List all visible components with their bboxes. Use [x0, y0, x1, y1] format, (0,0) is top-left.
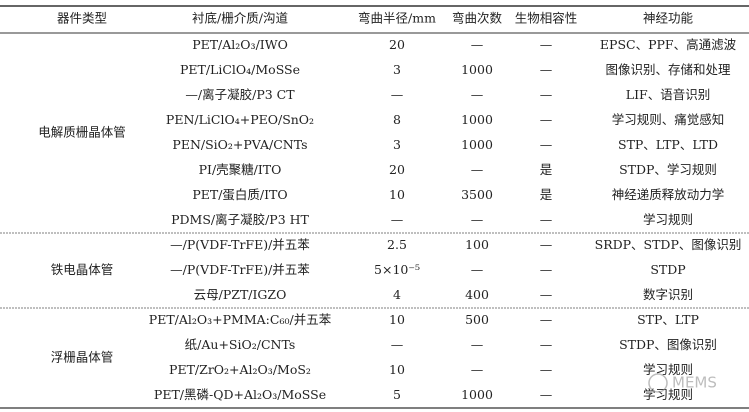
watermark-text: MEMS: [672, 374, 717, 392]
cell: 是: [540, 187, 553, 202]
cell: 神经递质释放动力学: [612, 187, 725, 202]
cell: 学习规则、痛觉感知: [612, 112, 725, 127]
cell: 4: [393, 287, 401, 302]
header-cell: 生物相容性: [515, 11, 578, 26]
cell: —: [471, 262, 484, 277]
cell: PET/LiClO₄/MoSSe: [180, 62, 300, 77]
cell: —/P(VDF-TrFE)/并五苯: [170, 237, 310, 252]
header-cell: 神经功能: [643, 11, 694, 26]
cell: PET/ZrO₂+Al₂O₃/MoS₂: [169, 362, 311, 377]
cell: 3: [393, 137, 401, 152]
cell: —/离子凝胶/P3 CT: [185, 87, 295, 102]
cell: —/P(VDF-TrFE)/并五苯: [170, 262, 310, 277]
cell: 云母/PZT/IGZO: [194, 287, 287, 302]
watermark-icon: [648, 373, 668, 393]
watermark: MEMS: [648, 373, 717, 393]
cell: 400: [465, 287, 489, 302]
cell: —: [471, 212, 484, 227]
cell: —: [540, 212, 553, 227]
device-type: 铁电晶体管: [51, 262, 114, 277]
cell: 学习规则: [643, 387, 693, 402]
cell: 3500: [461, 187, 493, 202]
cell: PET/Al₂O₃/IWO: [192, 37, 288, 52]
cell: —: [540, 137, 553, 152]
cell: —: [540, 62, 553, 77]
cell: STDP、图像识别: [619, 337, 717, 352]
cell: —: [540, 337, 553, 352]
cell: 1000: [461, 137, 493, 152]
cell: STP、LTP、LTD: [618, 137, 718, 152]
cell: 数字识别: [643, 287, 693, 302]
cell: PEN/LiClO₄+PEO/SnO₂: [166, 112, 314, 127]
cell: SRDP、STDP、图像识别: [595, 237, 742, 252]
cell: —: [471, 362, 484, 377]
cell: 10: [389, 187, 405, 202]
cell: PDMS/离子凝胶/P3 HT: [171, 212, 309, 227]
cell: 1000: [461, 62, 493, 77]
cell: 8: [393, 112, 401, 127]
cell: PEN/SiO₂+PVA/CNTs: [172, 137, 307, 152]
cell: 20: [389, 162, 405, 177]
cell: —: [540, 237, 553, 252]
cell: —: [540, 37, 553, 52]
cell: —: [540, 112, 553, 127]
cell: —: [540, 262, 553, 277]
cell: 图像识别、存储和处理: [605, 62, 731, 77]
cell: 2.5: [387, 237, 407, 252]
header-cell: 弯曲次数: [452, 11, 503, 26]
cell: 5×10⁻⁵: [374, 262, 420, 277]
cell: PET/Al₂O₃+PMMA:C₆₀/并五苯: [149, 312, 332, 327]
cell: 10: [389, 362, 405, 377]
cell: —: [540, 287, 553, 302]
cell: PET/蛋白质/ITO: [192, 187, 287, 202]
cell: 10: [389, 312, 405, 327]
cell: 500: [465, 312, 489, 327]
cell: 纸/Au+SiO₂/CNTs: [185, 337, 296, 352]
header-cell: 器件类型: [57, 11, 107, 26]
cell: —: [471, 37, 484, 52]
cell: STDP: [650, 262, 685, 277]
cell: 3: [393, 62, 401, 77]
cell: 20: [389, 37, 405, 52]
cell: —: [540, 362, 553, 377]
cell: —: [471, 162, 484, 177]
header-cell: 衬底/栅介质/沟道: [192, 11, 288, 26]
cell: PET/黑磷-QD+Al₂O₃/MoSSe: [154, 387, 326, 402]
device-type: 浮栅晶体管: [51, 350, 114, 365]
cell: —: [391, 87, 404, 102]
cell: 是: [540, 162, 553, 177]
header-cell: 弯曲半径/mm: [358, 11, 436, 26]
cell: —: [540, 387, 553, 402]
cell: —: [540, 312, 553, 327]
cell: —: [391, 337, 404, 352]
cell: —: [540, 87, 553, 102]
cell: —: [471, 337, 484, 352]
cell: STDP、学习规则: [619, 162, 717, 177]
cell: PI/壳聚糖/ITO: [199, 162, 282, 177]
cell: 学习规则: [643, 362, 693, 377]
cell: STP、LTP: [637, 312, 699, 327]
cell: 100: [465, 237, 489, 252]
cell: LIF、语音识别: [626, 87, 710, 102]
cell: —: [391, 212, 404, 227]
device-type: 电解质栅晶体管: [38, 125, 126, 140]
cell: 1000: [461, 112, 493, 127]
cell: 学习规则: [643, 212, 693, 227]
cell: EPSC、PPF、高通滤波: [600, 37, 737, 52]
cell: 1000: [461, 387, 493, 402]
cell: 5: [393, 387, 401, 402]
cell: —: [471, 87, 484, 102]
